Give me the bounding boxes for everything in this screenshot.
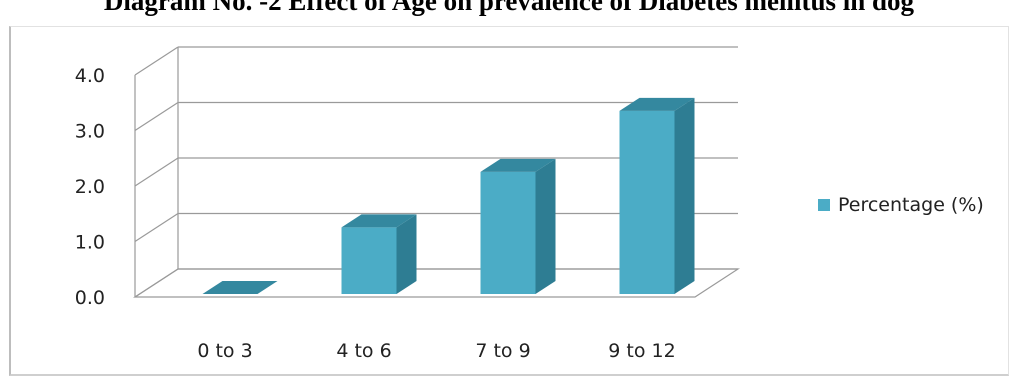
bar [619,110,675,294]
bar-side [535,158,556,294]
y-tick-label: 4.0 [75,65,105,87]
legend-label: Percentage (%) [838,194,984,216]
gridline-depth [134,101,179,132]
y-tick-label: 2.0 [75,176,105,198]
gridline-depth [134,157,179,187]
gridline-depth [134,212,179,243]
chart-frame [9,26,1009,376]
bar-top [202,281,278,294]
bar [341,227,397,294]
y-tick-label: 1.0 [75,232,105,254]
bar-top [480,158,556,172]
gridline-depth [134,46,179,76]
y-tick-label: 3.0 [75,121,105,143]
bar-top [619,97,695,111]
x-tick-label: 7 to 9 [475,340,530,362]
bar-side [396,214,417,294]
bar-top [341,214,417,228]
chart-floor [132,268,741,298]
bar [480,171,536,294]
x-tick-label: 9 to 12 [608,340,675,362]
bar-side [674,97,695,294]
chart-title: Diagram No. -2 Effect of Age on prevalen… [103,0,915,16]
legend-swatch [818,199,830,211]
y-tick-label: 0.0 [75,287,105,309]
legend: Percentage (%) [818,194,984,216]
x-tick-label: 0 to 3 [197,340,252,362]
x-tick-label: 4 to 6 [336,340,391,362]
